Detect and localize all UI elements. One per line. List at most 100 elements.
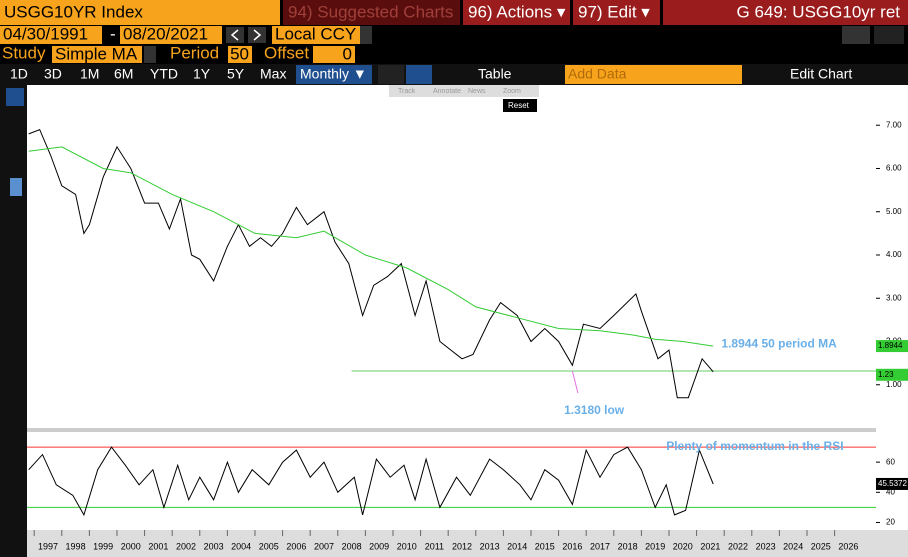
reset-btn[interactable] — [503, 99, 537, 112]
x-tick-label: 2011 — [425, 541, 444, 551]
tool-btn[interactable]: Annotate — [433, 88, 461, 95]
add-data: Add Data — [568, 66, 627, 82]
currency: Local CCY — [275, 24, 356, 43]
actions: 96) Actions ▾ — [468, 2, 566, 21]
annotation: 1.3180 low — [564, 403, 625, 417]
last-value: 1.8944 — [878, 341, 903, 350]
add-data-box[interactable] — [565, 65, 742, 84]
series-line — [28, 128, 714, 399]
study: Simple MA — [55, 44, 138, 63]
toolbar — [0, 64, 908, 85]
annotation: Plenty of momentum in the RSI — [666, 439, 843, 453]
period: 50 — [230, 44, 249, 63]
study-label: Study — [2, 43, 46, 62]
x-tick-label: 1999 — [93, 541, 113, 551]
actions-btn[interactable] — [463, 0, 570, 25]
currency-box[interactable] — [272, 26, 360, 44]
study-dd[interactable] — [144, 46, 156, 63]
prev-btn[interactable] — [226, 27, 244, 43]
period-box[interactable] — [228, 46, 252, 63]
start-date-box[interactable] — [0, 26, 102, 44]
y-tick-label: 1.00 — [886, 380, 902, 389]
end-date: 08/20/2021 — [123, 24, 208, 43]
undo[interactable] — [842, 26, 870, 44]
range-btn[interactable]: 5Y — [227, 66, 245, 82]
tool-btn[interactable]: Track — [398, 88, 416, 95]
x-tick-label: 2021 — [700, 541, 720, 551]
range-btn[interactable]: 1D — [10, 66, 28, 82]
end-date-box[interactable] — [120, 26, 222, 44]
tool-btn[interactable]: News — [468, 88, 486, 95]
bar-tool[interactable] — [406, 65, 432, 84]
splitter — [27, 428, 908, 432]
x-tick-label: 2017 — [590, 541, 610, 551]
x-tick-label: 2005 — [259, 541, 279, 551]
series-line — [28, 446, 714, 517]
x-tick-label: 2003 — [204, 541, 224, 551]
x-tick-label: 2018 — [618, 541, 638, 551]
page: G 649: USGG10yr ret — [737, 2, 901, 21]
y-tick-label: 20 — [886, 518, 895, 527]
last-value-box — [876, 368, 908, 381]
price-panel — [27, 85, 876, 428]
last-value-box — [876, 340, 908, 353]
y-tick-label: 40 — [886, 487, 895, 496]
suggested: 94) Suggested Charts — [288, 2, 453, 21]
x-tick-label: 1997 — [38, 541, 58, 551]
frequency-box[interactable] — [296, 65, 372, 84]
x-tick-label: 2010 — [397, 541, 417, 551]
y-tick-label: 5.00 — [886, 207, 902, 216]
start-date: 04/30/1991 — [3, 24, 88, 43]
line-tool[interactable] — [378, 65, 404, 84]
frequency: Monthly ▼ — [300, 66, 367, 82]
tool-btn[interactable]: Zoom — [503, 88, 521, 95]
x-tick-label: 2004 — [231, 541, 251, 551]
x-tick-label: 2025 — [811, 541, 831, 551]
x-tick-label: 2019 — [645, 541, 665, 551]
left-tools — [0, 85, 27, 557]
study-box[interactable] — [52, 46, 142, 63]
currency-dd[interactable] — [360, 26, 372, 44]
y-tick-label: 7.00 — [886, 120, 902, 129]
range-btn[interactable]: 6M — [114, 66, 133, 82]
last-value: 1.23 — [878, 370, 894, 379]
last-value: 45.5372 — [878, 479, 907, 488]
edit-btn[interactable] — [573, 0, 660, 25]
x-tick-label: 2020 — [673, 541, 693, 551]
range-btn[interactable]: 1M — [80, 66, 99, 82]
dash: - — [110, 24, 116, 43]
x-tick-label: 2012 — [452, 541, 472, 551]
last-value-box — [876, 477, 908, 490]
x-axis — [27, 530, 908, 557]
range-btn[interactable]: YTD — [150, 66, 178, 82]
redo[interactable] — [874, 26, 904, 44]
range-btn[interactable]: 3D — [44, 66, 62, 82]
pointer-arrow — [571, 370, 579, 394]
x-tick-label: 2007 — [314, 541, 334, 551]
x-tick-label: 2006 — [286, 541, 306, 551]
edit-chart[interactable]: Edit Chart — [790, 66, 852, 82]
x-tick-label: 2009 — [369, 541, 389, 551]
next-btn[interactable] — [248, 27, 266, 43]
offset-box[interactable] — [313, 46, 355, 63]
x-tick-label: 2016 — [562, 541, 582, 551]
page-box — [663, 0, 908, 25]
y-tick-label: 60 — [886, 457, 895, 466]
x-tick-label: 1998 — [66, 541, 86, 551]
suggested-btn[interactable] — [283, 0, 460, 25]
x-tick-label: 2022 — [728, 541, 748, 551]
range-btn[interactable]: 1Y — [193, 66, 211, 82]
arrows — [230, 29, 262, 41]
ticker: USGG10YR Index — [4, 2, 143, 21]
ticker-box[interactable] — [0, 0, 280, 25]
pointer-tool[interactable] — [6, 88, 24, 106]
tool[interactable] — [10, 178, 22, 196]
range-btn[interactable]: Max — [260, 66, 286, 82]
edit: 97) Edit ▾ — [578, 2, 650, 21]
x-tick-label: 2002 — [176, 541, 196, 551]
offset-label: Offset — [264, 43, 309, 62]
x-tick-label: 2001 — [148, 541, 168, 551]
right-axis — [876, 85, 908, 530]
annotation: 1.8944 50 period MA — [721, 336, 837, 350]
